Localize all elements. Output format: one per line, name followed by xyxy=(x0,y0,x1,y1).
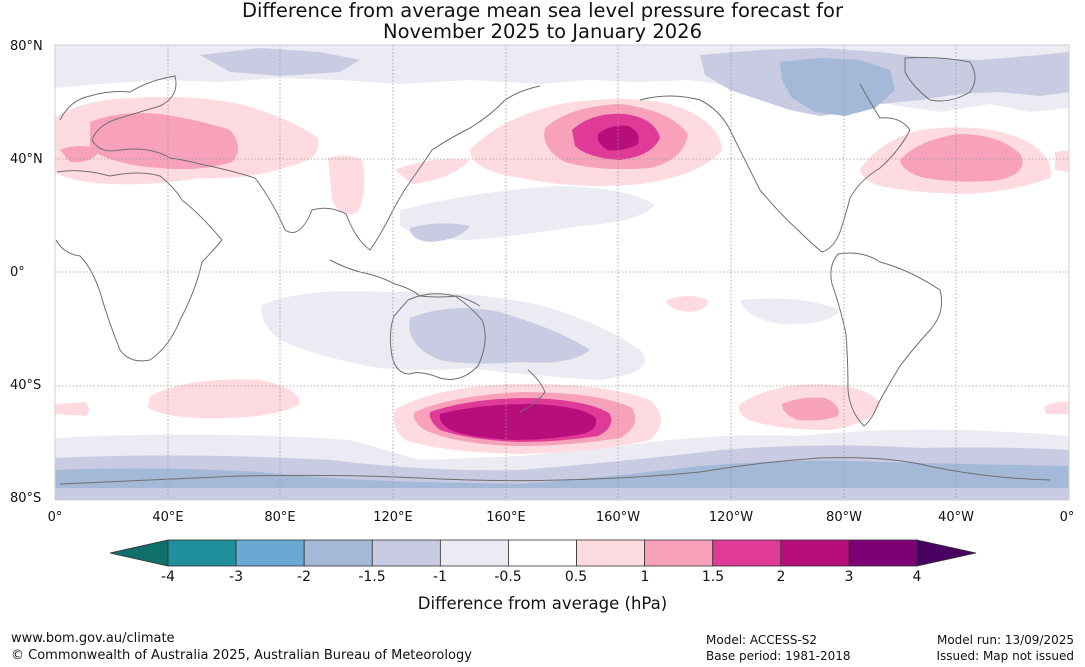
north-america-coastline xyxy=(639,83,911,253)
asia-coastline xyxy=(199,85,541,251)
colorbar-bin xyxy=(235,539,305,567)
colorbar-bin xyxy=(848,539,918,567)
coastlines xyxy=(55,57,1051,485)
lat-label-80n: 80°N xyxy=(10,39,43,54)
lat-label-40n: 40°N xyxy=(10,152,43,167)
colorbar-bin xyxy=(712,539,782,567)
colorbar-tick-label: 3 xyxy=(844,569,854,585)
lon-label-80w: 80°W xyxy=(826,510,862,525)
colorbar-above-triangle xyxy=(916,539,977,567)
australia-coastline xyxy=(389,293,486,380)
east-atlantic-positive-edge xyxy=(1055,150,1069,172)
australia-negative-anomaly xyxy=(409,308,590,364)
lon-label-40w: 40°W xyxy=(938,510,974,525)
footer-model: Model: ACCESS-S2 xyxy=(706,633,818,647)
hudson-bay-negative-anomaly xyxy=(780,58,895,116)
new-zealand-coastline xyxy=(519,369,546,413)
colorbar-title: Difference from average (hPa) xyxy=(417,594,668,613)
colorbar-bin xyxy=(303,539,373,567)
europe-coastline xyxy=(59,75,201,165)
colorbar-tick-label: -0.5 xyxy=(494,569,522,585)
central-pacific-negative-blob xyxy=(410,223,470,242)
tasman-positive-2 xyxy=(439,404,597,440)
east-edge-positive xyxy=(1044,401,1069,414)
lon-label-120e: 120°E xyxy=(373,510,413,525)
north-pacific-positive-2 xyxy=(597,125,639,151)
colorbar-bin xyxy=(644,539,714,567)
lon-label-40e: 40°E xyxy=(152,510,184,525)
lon-label-160e: 160°E xyxy=(486,510,526,525)
equatorial-pacific-positive xyxy=(666,296,708,312)
south-america-coastline xyxy=(830,252,943,427)
footer-base-period: Base period: 1981-2018 xyxy=(706,649,851,663)
map-title-line2: November 2025 to January 2026 xyxy=(383,20,702,43)
north-atlantic-positive-1 xyxy=(900,134,1023,182)
west-edge-positive xyxy=(55,402,89,416)
europe-positive-1 xyxy=(90,113,239,170)
colorbar-tick-label: -2 xyxy=(297,569,311,585)
colorbar-tick-label: 1 xyxy=(640,569,650,585)
japan-positive xyxy=(395,159,470,184)
colorbar-bin xyxy=(167,539,237,567)
indonesia-coastline xyxy=(329,259,481,307)
map-frame xyxy=(54,44,1070,501)
lon-label-120w: 120°W xyxy=(708,510,754,525)
footer-issued: Issued: Map not issued xyxy=(936,649,1074,663)
map-title-line1: Difference from average mean sea level p… xyxy=(242,0,843,22)
colorbar-tick-label: 2 xyxy=(776,569,786,585)
colorbar-tick-label: 1.5 xyxy=(701,569,725,585)
colorbar-below-triangle xyxy=(109,539,169,567)
africa-coastline xyxy=(55,170,223,362)
lat-label-80s: 80°S xyxy=(10,491,42,506)
colorbar-tick-label: -1 xyxy=(433,569,447,585)
east-pacific-negative xyxy=(740,298,840,325)
east-asia-positive xyxy=(328,155,365,215)
colorbar-tick-label: 4 xyxy=(912,569,922,585)
colorbar-bin xyxy=(439,539,509,567)
colorbar-tick-label: -4 xyxy=(161,569,175,585)
footer-model-run: Model run: 13/09/2025 xyxy=(936,633,1074,647)
lon-label-0-west: 0° xyxy=(47,510,63,525)
lon-label-0-east: 0° xyxy=(1059,510,1075,525)
footer-copyright: © Commonwealth of Australia 2025, Austra… xyxy=(11,648,472,663)
lat-label-0: 0° xyxy=(10,265,25,280)
lon-label-80e: 80°E xyxy=(264,510,296,525)
lon-label-160w: 160°W xyxy=(595,510,641,525)
graticule xyxy=(55,45,1069,500)
colorbar-tick-label: -3 xyxy=(229,569,243,585)
mediterranean-positive-1 xyxy=(60,146,100,163)
southern-indian-positive xyxy=(148,379,300,419)
colorbar-bin xyxy=(576,539,646,567)
colorbar-tick-label: 0.5 xyxy=(564,569,588,585)
lat-label-40s: 40°S xyxy=(10,378,42,393)
antarctic-edge-band xyxy=(55,488,1069,500)
greenland-coastline xyxy=(904,57,976,102)
siberia-negative-anomaly xyxy=(200,48,360,76)
colorbar-bin xyxy=(371,539,441,567)
footer-website: www.bom.gov.au/climate xyxy=(11,631,175,646)
south-pacific-positive-1 xyxy=(782,397,839,421)
colorbar-bin xyxy=(780,539,850,567)
colorbar-bin xyxy=(508,539,577,567)
antarctica-coastline xyxy=(59,457,1051,485)
colorbar-tick-label: -1.5 xyxy=(358,569,386,585)
